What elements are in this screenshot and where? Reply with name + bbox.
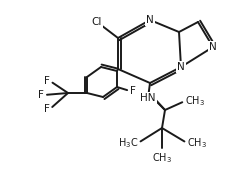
Text: CH$_3$: CH$_3$ <box>187 136 207 150</box>
Text: N: N <box>146 15 154 25</box>
Text: F: F <box>44 76 50 86</box>
Text: Cl: Cl <box>92 17 102 27</box>
Text: F: F <box>38 90 44 100</box>
Text: N: N <box>177 62 185 72</box>
Text: HN: HN <box>140 93 156 103</box>
Text: N: N <box>209 42 217 52</box>
Text: CH$_3$: CH$_3$ <box>185 94 205 108</box>
Text: F: F <box>130 86 136 96</box>
Text: CH$_3$: CH$_3$ <box>152 151 172 165</box>
Text: H$_3$C: H$_3$C <box>118 136 138 150</box>
Text: F: F <box>44 104 50 114</box>
